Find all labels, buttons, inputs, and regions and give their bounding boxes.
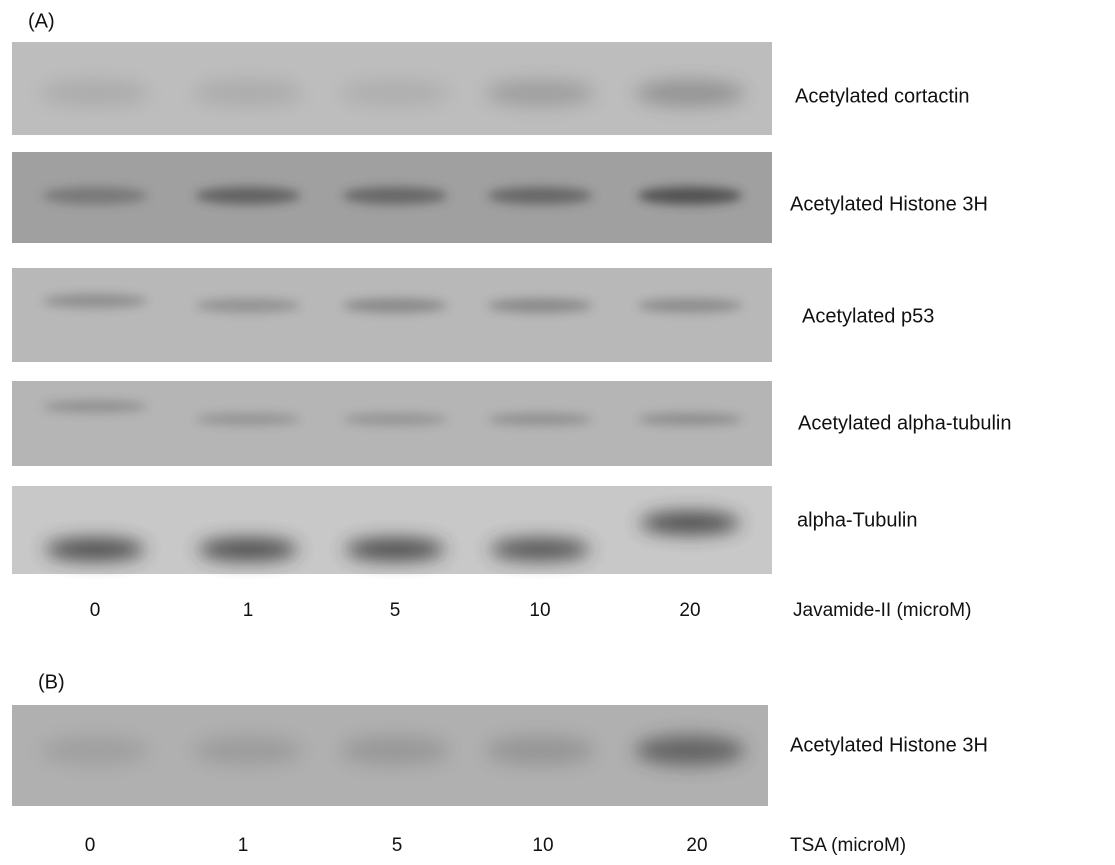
band	[488, 413, 593, 425]
band	[638, 187, 743, 205]
band	[196, 413, 301, 425]
blot	[12, 705, 768, 806]
figure: (A) (B) Acetylated cortactin Acetylated H…	[0, 0, 1115, 860]
band	[193, 80, 303, 106]
lane-label: 0	[90, 600, 101, 621]
band	[43, 187, 148, 205]
band	[638, 413, 743, 425]
band	[488, 187, 593, 205]
lane-label: 0	[85, 835, 96, 856]
panel-label: (A)	[28, 10, 55, 32]
lane-label: 10	[532, 835, 553, 856]
blot	[12, 486, 772, 574]
lane-label: 5	[390, 600, 401, 621]
lane-label: 1	[238, 835, 249, 856]
blot-label: Acetylated Histone 3H	[790, 734, 988, 756]
band	[490, 538, 590, 560]
band	[198, 538, 298, 560]
band	[43, 401, 148, 413]
blot-label: Acetylated p53	[802, 305, 934, 327]
band	[340, 80, 450, 106]
band	[340, 735, 450, 765]
band	[196, 299, 301, 313]
band	[196, 187, 301, 205]
band	[488, 299, 593, 313]
band	[635, 735, 745, 765]
blot-label: Acetylated cortactin	[795, 85, 970, 107]
blot	[12, 42, 772, 135]
lane-label: 1	[243, 600, 254, 621]
lane-label: 10	[529, 600, 550, 621]
lane-label: 20	[686, 835, 707, 856]
lane-label: 20	[679, 600, 700, 621]
band	[640, 512, 740, 534]
lane-label: 5	[392, 835, 403, 856]
band	[40, 80, 150, 106]
band	[43, 294, 148, 308]
blot	[12, 381, 772, 466]
lane-title: TSA (microM)	[790, 835, 906, 856]
band	[345, 538, 445, 560]
lane-title: Javamide-II (microM)	[793, 600, 971, 621]
band	[635, 80, 745, 106]
band	[343, 299, 448, 313]
blot	[12, 152, 772, 243]
band	[343, 413, 448, 425]
blot-label: alpha-Tubulin	[797, 509, 917, 531]
blot-label: Acetylated Histone 3H	[790, 193, 988, 215]
band	[485, 80, 595, 106]
band	[638, 299, 743, 313]
blot-membrane	[12, 268, 772, 362]
band	[45, 538, 145, 560]
band	[343, 187, 448, 205]
blot-label: Acetylated alpha-tubulin	[798, 412, 1011, 434]
panel-label: (B)	[38, 671, 65, 693]
blot	[12, 268, 772, 362]
band	[193, 735, 303, 765]
band	[40, 735, 150, 765]
band	[485, 735, 595, 765]
